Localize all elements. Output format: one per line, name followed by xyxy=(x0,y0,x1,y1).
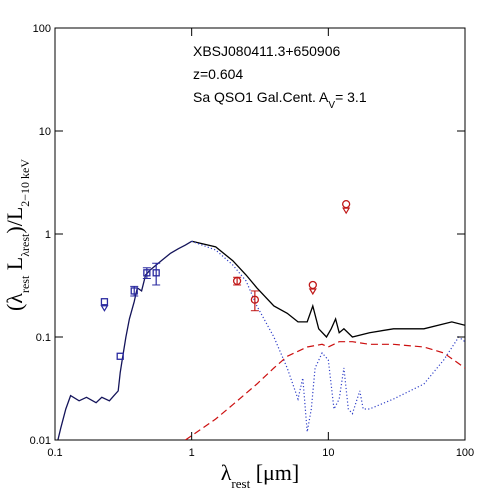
data-point xyxy=(308,280,317,290)
y-tick-label: 10 xyxy=(39,126,51,138)
label-part: = 3.1 xyxy=(335,89,367,105)
y-tick-label: 100 xyxy=(33,23,51,35)
series-line xyxy=(57,240,193,440)
upper-limit-arrow xyxy=(100,305,109,312)
label-part: (λ xyxy=(2,293,27,311)
subscript: 2−10 keV xyxy=(18,159,32,207)
x-tick-label: 1 xyxy=(189,447,195,459)
y-tick-label: 0.01 xyxy=(30,435,51,447)
subscript: λrest xyxy=(18,233,32,257)
label-part: z=0.604 xyxy=(193,66,243,82)
y-tick-label: 1 xyxy=(45,229,51,241)
data-point xyxy=(143,269,151,277)
annotation: z=0.604 xyxy=(193,66,243,82)
subscript: rest xyxy=(18,275,32,293)
data-point xyxy=(341,199,351,209)
label-part: [μm] xyxy=(250,460,299,485)
label-part: XBSJ080411.3+650906 xyxy=(193,43,340,59)
annotation: Sa QSO1 Gal.Cent. AV= 3.1 xyxy=(193,89,367,111)
y-tick-label: 0.1 xyxy=(36,332,51,344)
x-tick-label: 10 xyxy=(322,447,334,459)
annotation: XBSJ080411.3+650906 xyxy=(193,43,340,59)
data-point xyxy=(116,352,124,360)
label-part: Sa QSO1 Gal.Cent. A xyxy=(193,89,329,105)
series-line xyxy=(191,240,465,339)
data-point xyxy=(152,269,160,277)
x-tick-label: 0.1 xyxy=(47,447,62,459)
lines xyxy=(57,240,465,440)
data-point xyxy=(232,276,242,286)
x-tick-label: 100 xyxy=(456,447,474,459)
series-line xyxy=(185,341,465,440)
y-axis-label: (λrest Lλrest)/L2−10 keV xyxy=(2,159,32,311)
label-part: λ xyxy=(221,460,232,485)
series-line xyxy=(191,240,465,432)
upper-limit-arrow xyxy=(342,207,351,215)
data-point xyxy=(250,295,260,304)
upper-limit-arrow xyxy=(308,288,317,296)
label-part: )/L xyxy=(2,207,27,234)
subscript: V xyxy=(328,100,335,111)
subscript: rest xyxy=(231,476,250,491)
data-point xyxy=(130,287,138,295)
data-point xyxy=(100,298,109,306)
x-axis-label: λrest [μm] xyxy=(221,460,300,491)
label-part: L xyxy=(2,257,27,276)
